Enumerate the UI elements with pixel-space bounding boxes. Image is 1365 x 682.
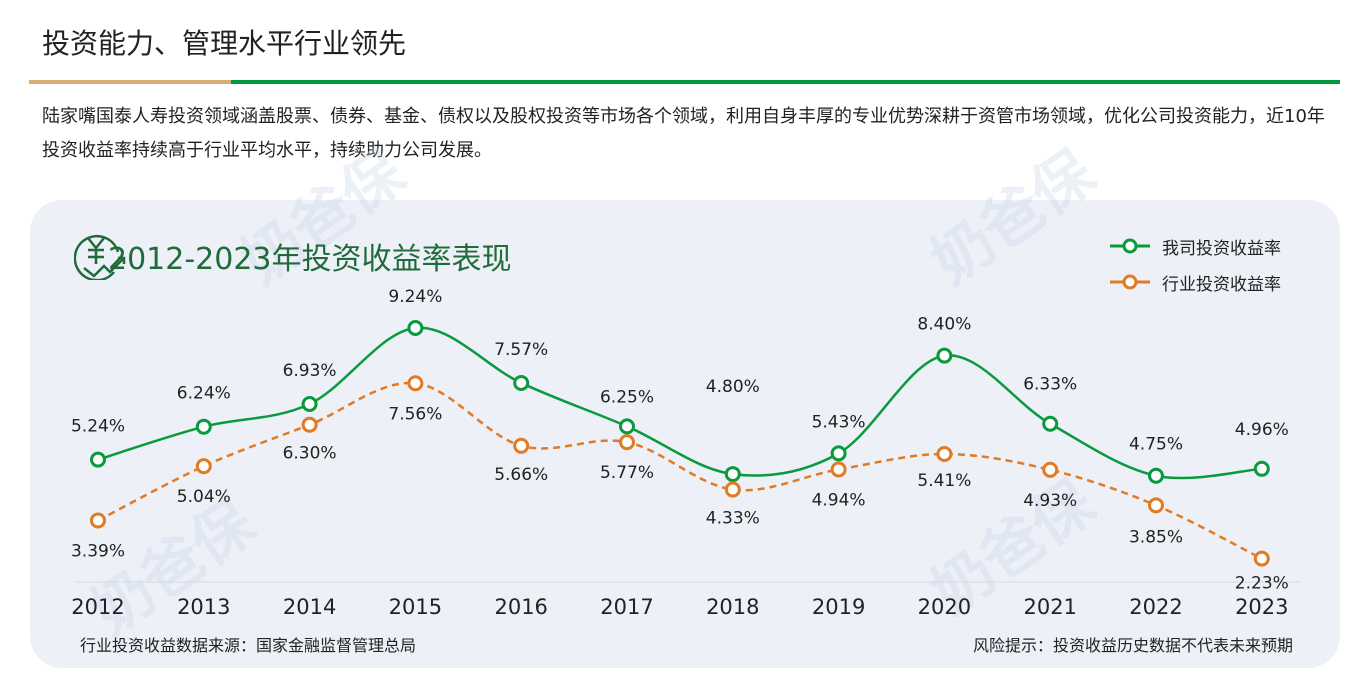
data-label: 4.93%: [1023, 491, 1077, 511]
x-tick-label: 2013: [177, 595, 230, 619]
legend-label: 我司投资收益率: [1162, 238, 1281, 259]
x-tick-label: 2021: [1023, 595, 1076, 619]
data-label: 8.40%: [917, 315, 971, 335]
data-point: [830, 461, 847, 478]
data-point: [936, 347, 953, 364]
data-point: [90, 451, 106, 468]
data-point: [619, 434, 635, 451]
data-label: 9.24%: [388, 287, 442, 307]
legend: 我司投资收益率 行业投资收益率: [1110, 228, 1281, 300]
data-label: 3.85%: [1129, 527, 1183, 547]
data-label: 4.75%: [1129, 435, 1183, 455]
x-tick-label: 2015: [389, 595, 442, 619]
x-tick-label: 2019: [812, 595, 865, 619]
data-label: 4.33%: [706, 509, 760, 529]
legend-label: 行业投资收益率: [1162, 274, 1281, 295]
chart-title: 2012-2023年投资收益率表现: [108, 242, 512, 277]
page-title: 投资能力、管理水平行业领先: [42, 27, 407, 60]
data-label: 4.80%: [706, 377, 760, 397]
x-tick-label: 2016: [494, 595, 547, 619]
risk-note: 风险提示：投资收益历史数据不代表未来预期: [972, 636, 1293, 655]
data-source-note: 行业投资收益数据来源：国家金融监督管理总局: [80, 636, 417, 655]
data-label: 5.77%: [600, 463, 654, 483]
chart-card: [30, 200, 1340, 668]
data-label: 6.30%: [283, 444, 337, 464]
data-point: [1253, 550, 1270, 567]
x-tick-label: 2022: [1129, 595, 1182, 619]
divider-accent: [29, 80, 231, 84]
x-tick-label: 2020: [918, 595, 971, 619]
data-point: [90, 512, 106, 529]
title-divider: [29, 80, 1340, 84]
data-label: 4.96%: [1235, 420, 1289, 440]
data-label: 5.41%: [917, 471, 971, 491]
data-point: [195, 418, 212, 435]
data-point: [619, 418, 635, 435]
legend-marker-green: [1110, 238, 1150, 254]
data-point: [1042, 415, 1059, 432]
x-tick-label: 2012: [71, 595, 124, 619]
data-label: 5.24%: [71, 417, 125, 437]
data-label: 5.04%: [177, 487, 231, 507]
series-line-1: [97, 381, 1263, 560]
data-point: [1042, 461, 1059, 478]
x-tick-label: 2017: [600, 595, 653, 619]
data-label: 6.24%: [177, 384, 231, 404]
data-point: [301, 416, 318, 433]
x-tick-label: 2023: [1235, 595, 1288, 619]
data-label: 7.56%: [388, 404, 442, 424]
description: 陆家嘴国泰人寿投资领域涵盖股票、债券、基金、债权以及股权投资等市场各个领域，利用…: [42, 106, 1325, 161]
data-point: [936, 446, 953, 463]
x-tick-label: 2014: [283, 595, 336, 619]
data-point: [1253, 460, 1270, 477]
data-label: 6.33%: [1023, 375, 1077, 395]
legend-item-industry: 行业投资收益率: [1110, 264, 1281, 300]
yen-growth-icon: [74, 234, 126, 280]
data-label: 2.23%: [1235, 574, 1289, 594]
data-label: 3.39%: [71, 541, 125, 561]
data-point: [513, 437, 530, 454]
data-point: [1148, 497, 1164, 514]
data-label: 4.94%: [812, 490, 866, 510]
data-point: [301, 395, 318, 412]
data-label: 6.93%: [283, 361, 337, 381]
data-point: [724, 466, 741, 483]
data-point: [513, 374, 530, 391]
x-tick-label: 2018: [706, 595, 759, 619]
series-line-0: [97, 326, 1262, 480]
data-point: [1148, 467, 1164, 484]
data-point: [195, 458, 212, 475]
legend-item-company: 我司投资收益率: [1110, 228, 1281, 264]
legend-marker-orange: [1110, 274, 1150, 290]
data-point: [407, 320, 424, 336]
data-label: 5.66%: [494, 465, 548, 485]
data-label: 7.57%: [494, 340, 548, 360]
data-point: [724, 481, 741, 498]
data-label: 5.43%: [812, 412, 866, 432]
data-label: 6.25%: [600, 387, 654, 407]
data-point: [830, 445, 847, 462]
data-point: [407, 375, 424, 392]
